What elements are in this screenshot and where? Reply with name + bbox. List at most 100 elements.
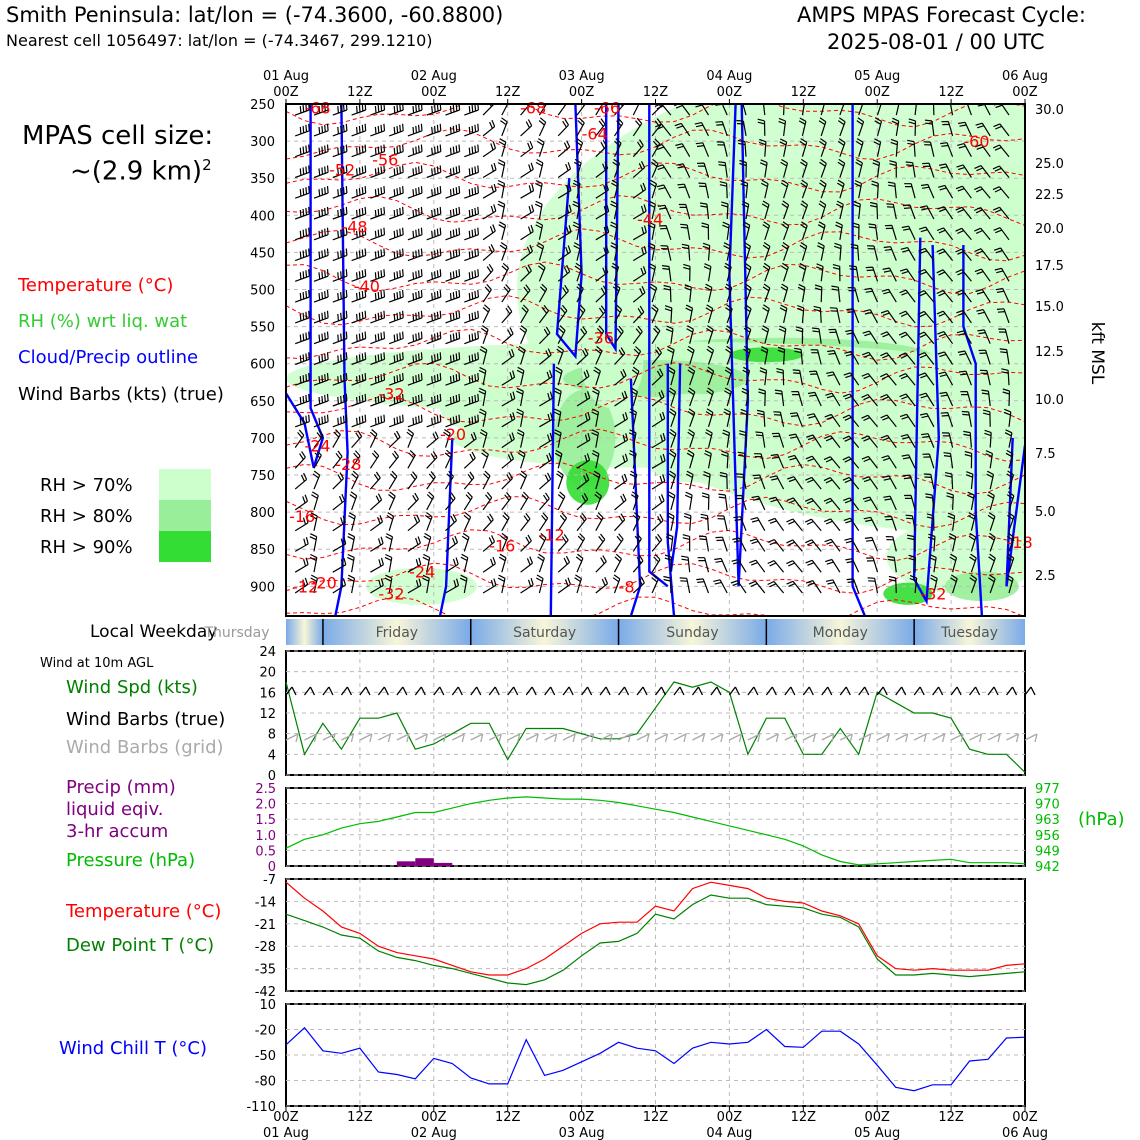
wind-barb	[426, 393, 442, 407]
wind-barb	[898, 331, 916, 345]
wind-barb	[762, 242, 771, 261]
wind-barb	[899, 289, 916, 303]
wind-barb	[614, 325, 624, 345]
wind-barb	[862, 476, 878, 490]
wind-barb	[667, 366, 676, 386]
wind-barb	[651, 368, 664, 386]
wind-barb	[804, 497, 822, 511]
wind-barb	[463, 431, 477, 449]
wind-barb	[294, 577, 309, 594]
wind-barb	[614, 473, 628, 490]
wind-barb	[716, 141, 728, 157]
wind-barb	[482, 119, 496, 137]
wind-barb	[576, 493, 589, 511]
wind-barb	[426, 431, 439, 449]
bottom-x-date: 02 Aug	[411, 1126, 457, 1140]
wind-barb	[681, 243, 691, 261]
wind-barb	[557, 204, 572, 220]
wind-barb	[824, 413, 841, 428]
wind-barb	[993, 247, 1010, 261]
legend-barbs-true: Wind Barbs (true)	[66, 709, 226, 730]
wind-barb	[904, 494, 916, 511]
wind-barb	[706, 325, 714, 344]
surface-barb-grid	[876, 733, 890, 743]
weekday-name: Friday	[376, 625, 418, 641]
wind-barb	[721, 450, 729, 469]
wind-barb	[798, 262, 807, 282]
panel-y-tick: 2.0	[255, 798, 276, 813]
wind-barb	[761, 179, 769, 199]
wind-barb	[889, 160, 897, 178]
wind-barb	[539, 472, 552, 490]
isotherm-line	[286, 261, 1025, 295]
wind-barb	[787, 454, 803, 469]
wind-barb	[994, 267, 1010, 282]
wind-barb	[864, 536, 879, 552]
wind-barb	[614, 513, 626, 532]
wind-barb	[407, 186, 423, 199]
surface-barb-true	[728, 686, 740, 696]
wind-barb	[789, 412, 803, 428]
wind-barb	[861, 351, 878, 365]
wind-barb	[716, 515, 728, 531]
wind-barb	[907, 139, 916, 157]
wind-barb	[426, 289, 442, 303]
wind-barb	[516, 408, 524, 427]
chart-subtitle: Nearest cell 1056497: lat/lon = (-74.346…	[6, 31, 433, 50]
wind-barb	[332, 536, 347, 552]
wind-barb	[351, 450, 361, 469]
wind-barb	[426, 471, 436, 490]
wind-barb	[900, 434, 916, 448]
wind-barb	[786, 518, 803, 532]
panel-y-tick: 0.5	[255, 844, 276, 859]
pressure-unit-label: (hPa)	[1078, 809, 1125, 830]
wind-barb	[703, 471, 711, 490]
panel-y-tick: -7	[263, 873, 276, 888]
wind-barb	[995, 287, 1010, 303]
wind-barb	[654, 123, 672, 137]
wind-barb	[464, 186, 479, 199]
wind-barb	[294, 269, 310, 282]
wind-barb	[426, 104, 442, 116]
wind-barb	[872, 159, 881, 178]
wind-barb	[685, 304, 694, 324]
wind-barb	[520, 304, 529, 324]
surface-barb-true	[322, 686, 334, 696]
wind-barb	[369, 471, 381, 490]
surface-barb-grid	[618, 733, 632, 743]
bottom-x-tick: 12Z	[495, 1110, 521, 1125]
temperature-label: -24	[304, 436, 330, 455]
legend-pressure: Pressure (hPa)	[66, 850, 196, 871]
wind-barb	[347, 533, 356, 552]
panel-y-tick: -42	[255, 985, 276, 1000]
wind-barb	[332, 414, 348, 428]
surface-barb-true	[969, 686, 981, 696]
wind-barb	[612, 283, 621, 303]
bottom-x-tick: 00Z	[717, 1110, 743, 1125]
legend-rh: RH (%) wrt liq. wat	[18, 311, 188, 332]
surface-barb-grid	[673, 733, 687, 743]
wind-barb	[384, 574, 393, 594]
wind-barb	[497, 159, 506, 178]
surface-barb-grid	[488, 733, 502, 743]
wind-barb	[681, 555, 691, 573]
wind-barb	[786, 497, 803, 511]
wind-barb	[697, 557, 710, 573]
pressure-tick: 800	[250, 506, 275, 521]
wind-barb	[407, 248, 423, 262]
wind-barb	[517, 345, 526, 365]
wind-barb	[742, 366, 751, 386]
wind-barb	[632, 305, 645, 324]
wind-barb	[407, 123, 423, 137]
wind-barb	[741, 200, 750, 220]
wind-barb	[294, 373, 310, 386]
wind-barb	[520, 578, 534, 594]
surface-barb-grid	[433, 733, 447, 743]
isotherm-line	[286, 529, 1025, 562]
wind-barb	[858, 104, 864, 116]
wind-barb	[937, 351, 954, 365]
wind-barb	[750, 517, 766, 531]
wind-barb	[651, 411, 666, 428]
wind-barb	[576, 433, 591, 449]
wind-barb	[426, 144, 442, 158]
